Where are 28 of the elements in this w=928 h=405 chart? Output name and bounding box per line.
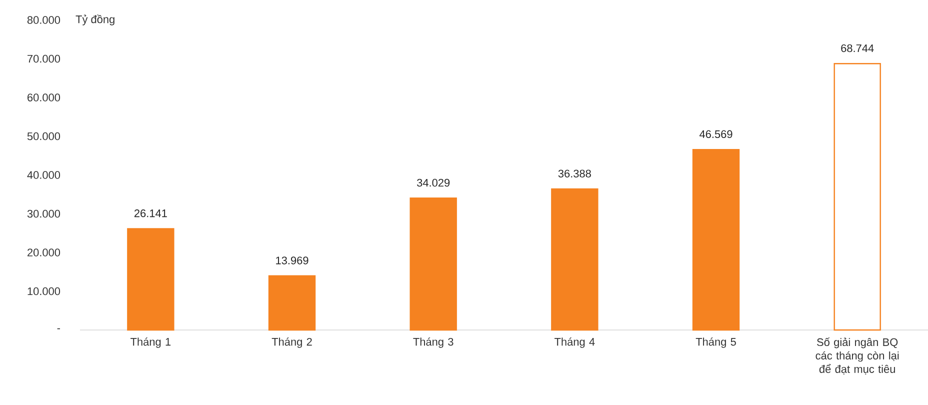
bar (268, 275, 316, 331)
bar (692, 148, 740, 331)
x-tick-label: Tháng 3 (413, 338, 454, 348)
x-tick-label: Tháng 2 (272, 338, 312, 348)
y-tick-label: 70.000 (28, 54, 60, 63)
y-tick-label: 60.000 (28, 94, 60, 102)
bar (551, 188, 598, 331)
data-label: 36.388 (558, 170, 591, 178)
data-label: 13.969 (276, 256, 308, 264)
bar (127, 228, 174, 331)
x-tick-label: Tháng 5 (696, 338, 736, 348)
data-label: 68.744 (841, 44, 874, 52)
y-tick-label: 80.000 (27, 16, 60, 24)
y-tick-label: 10.000 (28, 287, 60, 296)
bar (410, 198, 457, 331)
y-tick-label: 30.000 (27, 210, 60, 218)
x-tick-label: Số giải ngân BQ các tháng còn lại để đạt mục tiêu (816, 338, 899, 374)
data-label: 34.029 (417, 178, 450, 187)
y-tick-label: 50.000 (27, 132, 60, 140)
y-tick-label: - (57, 328, 60, 330)
bar (834, 63, 881, 331)
x-tick-label: Tháng 1 (130, 338, 171, 348)
data-label: 26.141 (134, 209, 167, 218)
x-tick-label: Tháng 4 (554, 338, 595, 348)
y-axis-title: Tỷ đồng (76, 14, 114, 26)
y-tick-label: 20.000 (28, 248, 60, 256)
y-tick-label: 40.000 (27, 171, 60, 179)
data-label: 46.569 (700, 130, 732, 138)
